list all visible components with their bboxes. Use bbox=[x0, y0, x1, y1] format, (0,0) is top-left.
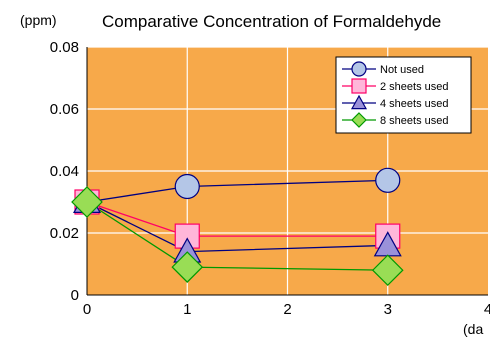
legend-label: 8 sheets used bbox=[380, 115, 449, 127]
legend-marker bbox=[351, 78, 367, 94]
x-tick-label: 4 bbox=[484, 301, 490, 318]
y-tick-label: 0 bbox=[71, 287, 79, 304]
legend-label: 2 sheets used bbox=[380, 81, 449, 93]
y-unit-label: (ppm) bbox=[20, 12, 57, 28]
chart-title: Comparative Concentration of Formaldehyd… bbox=[102, 12, 441, 31]
y-tick-label: 0.02 bbox=[50, 225, 79, 242]
x-unit-label: (da bbox=[463, 321, 483, 337]
data-point bbox=[71, 186, 103, 218]
legend-marker bbox=[351, 61, 367, 77]
x-tick-label: 0 bbox=[83, 301, 91, 318]
data-point bbox=[171, 251, 204, 283]
data-point bbox=[174, 173, 200, 200]
x-tick-label: 1 bbox=[183, 301, 191, 318]
series-layer bbox=[71, 167, 404, 287]
x-tick-label: 2 bbox=[283, 301, 291, 318]
legend-marker bbox=[351, 112, 367, 128]
x-tick-label: 3 bbox=[384, 301, 392, 318]
data-point bbox=[371, 254, 404, 287]
legend-label: 4 sheets used bbox=[380, 98, 449, 110]
y-tick-label: 0.06 bbox=[50, 101, 79, 118]
y-tick-label: 0.04 bbox=[50, 163, 79, 180]
legend-label: Not used bbox=[380, 64, 424, 76]
legend-marker bbox=[350, 94, 368, 110]
data-point bbox=[375, 167, 401, 193]
axes bbox=[86, 47, 488, 296]
tick-labels: 0 0.02 0.04 0.06 0.08 0 1 2 3 4 bbox=[50, 39, 490, 318]
y-tick-label: 0.08 bbox=[50, 39, 79, 56]
legend: Not used 2 sheets used 4 sheets used 8 shee… bbox=[335, 56, 472, 134]
